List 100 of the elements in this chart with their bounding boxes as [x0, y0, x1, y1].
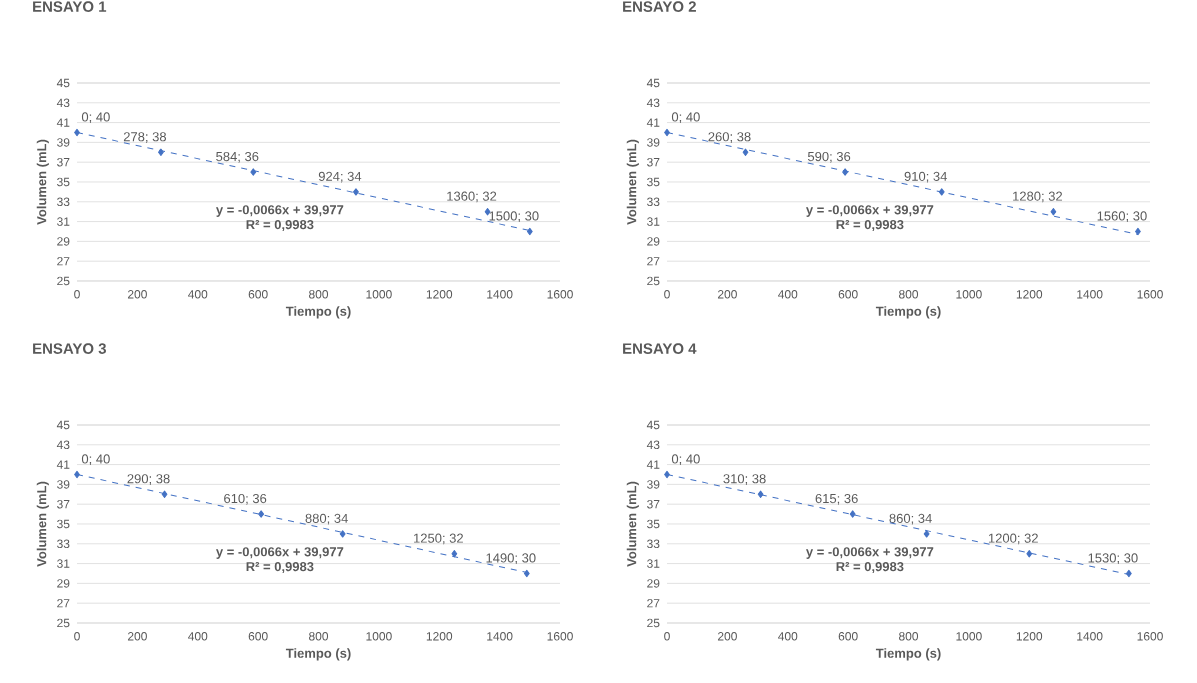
y-tick-label: 37 — [647, 157, 660, 167]
annotation: y = -0,0066x + 39,977 — [215, 205, 344, 217]
data-label: 0; 40 — [671, 112, 700, 124]
data-label: 610; 36 — [224, 493, 267, 505]
y-tick-label: 45 — [646, 420, 660, 430]
y-tick-label: 43 — [646, 440, 660, 450]
x-tick-label: 1200 — [426, 632, 453, 641]
chart-title: ENSAYO 1 — [33, 1, 107, 12]
data-label: 260; 38 — [708, 132, 751, 143]
data-label: 880; 34 — [305, 513, 348, 525]
y-tick-label: 45 — [56, 78, 70, 88]
y-tick-label: 41 — [646, 118, 660, 127]
y-tick-label: 29 — [57, 579, 70, 588]
point — [757, 490, 764, 498]
annotation: R² = 0,9983 — [246, 220, 314, 232]
y-tick-label: 41 — [56, 118, 70, 127]
y-tick-label: 43 — [56, 98, 70, 108]
data-label: 924; 34 — [318, 171, 362, 183]
y-tick-label: 29 — [647, 237, 660, 246]
point — [339, 530, 346, 538]
point — [250, 168, 257, 176]
y-tick-label: 35 — [647, 177, 660, 187]
y-tick-label: 31 — [647, 559, 660, 568]
y-tick-label: 35 — [57, 519, 70, 529]
x-tick-label: 600 — [838, 290, 858, 299]
point — [161, 490, 168, 498]
data-label: 590; 36 — [807, 151, 851, 163]
y-tick-label: 27 — [647, 599, 660, 608]
y-tick-label: 25 — [647, 618, 660, 628]
x-axis-title: Tiempo (s) — [285, 648, 351, 661]
x-tick-label: 1000 — [956, 290, 982, 299]
x-tick-label: 1400 — [1077, 632, 1103, 641]
x-axis-title: Tiempo (s) — [875, 306, 941, 319]
x-tick-label: 0 — [664, 632, 670, 641]
point — [849, 510, 856, 518]
x-tick-label: 1400 — [487, 290, 513, 299]
x-axis-title: Tiempo (s) — [285, 306, 351, 319]
annotation: y = -0,0066x + 39,977 — [805, 547, 934, 559]
point — [1050, 207, 1057, 216]
y-tick-label: 45 — [646, 78, 660, 88]
point — [1125, 569, 1132, 578]
y-tick-label: 35 — [57, 177, 70, 187]
data-label: 0; 40 — [81, 454, 110, 466]
y-tick-label: 31 — [57, 559, 70, 568]
data-label: 615; 36 — [815, 493, 858, 505]
y-tick-label: 27 — [647, 257, 660, 266]
y-tick-label: 41 — [646, 460, 660, 469]
y-tick-label: 31 — [647, 217, 660, 226]
point — [258, 510, 265, 518]
y-axis-title: Volumen (mL) — [36, 481, 49, 567]
y-tick-label: 39 — [647, 138, 660, 147]
x-tick-label: 600 — [248, 290, 268, 299]
x-tick-label: 1200 — [426, 290, 453, 299]
chart-title: ENSAYO 4 — [623, 343, 697, 354]
x-tick-label: 200 — [127, 632, 147, 641]
x-tick-label: 0 — [74, 632, 80, 641]
x-tick-label: 800 — [899, 290, 919, 299]
data-label: 910; 34 — [904, 171, 947, 183]
y-axis-title: Volumen (mL) — [626, 481, 639, 567]
y-tick-label: 43 — [646, 98, 660, 108]
chart-title: ENSAYO 3 — [33, 343, 107, 354]
x-tick-label: 1600 — [1137, 290, 1163, 299]
point — [523, 569, 530, 578]
annotation: R² = 0,9983 — [836, 220, 904, 232]
y-tick-label: 29 — [57, 237, 70, 246]
y-tick-label: 39 — [57, 138, 70, 147]
y-tick-label: 25 — [57, 276, 70, 286]
x-tick-label: 400 — [778, 290, 798, 299]
point — [923, 530, 930, 538]
y-tick-label: 33 — [57, 539, 70, 549]
y-tick-label: 27 — [57, 257, 70, 266]
x-tick-label: 200 — [127, 290, 147, 299]
x-axis-title: Tiempo (s) — [875, 648, 941, 661]
x-tick-label: 200 — [717, 290, 737, 299]
data-label: 1560; 30 — [1097, 211, 1147, 223]
y-tick-label: 33 — [647, 197, 660, 207]
x-tick-label: 400 — [778, 632, 798, 641]
y-tick-label: 37 — [647, 499, 660, 509]
x-tick-label: 0 — [74, 290, 80, 299]
point — [158, 148, 164, 156]
data-label: 278; 38 — [123, 132, 167, 143]
data-label: 0; 40 — [671, 454, 700, 466]
y-tick-label: 39 — [647, 480, 660, 489]
y-tick-label: 37 — [57, 157, 70, 167]
point — [1026, 549, 1033, 558]
x-tick-label: 800 — [309, 632, 329, 641]
annotation: y = -0,0066x + 39,977 — [805, 205, 934, 217]
x-tick-label: 0 — [664, 290, 670, 299]
x-tick-label: 1200 — [1016, 290, 1043, 299]
y-tick-label: 25 — [647, 276, 660, 286]
data-label: 1280; 32 — [1013, 191, 1063, 203]
annotation: R² = 0,9983 — [836, 562, 904, 574]
data-label: 1490; 30 — [486, 553, 536, 565]
annotation: y = -0,0066x + 39,977 — [215, 547, 344, 559]
chart-title: ENSAYO 2 — [623, 1, 696, 12]
y-axis-title: Volumen (mL) — [36, 139, 49, 225]
y-tick-label: 41 — [56, 460, 70, 469]
point — [938, 188, 945, 196]
point — [842, 168, 849, 176]
data-label: 1200; 32 — [988, 533, 1038, 545]
